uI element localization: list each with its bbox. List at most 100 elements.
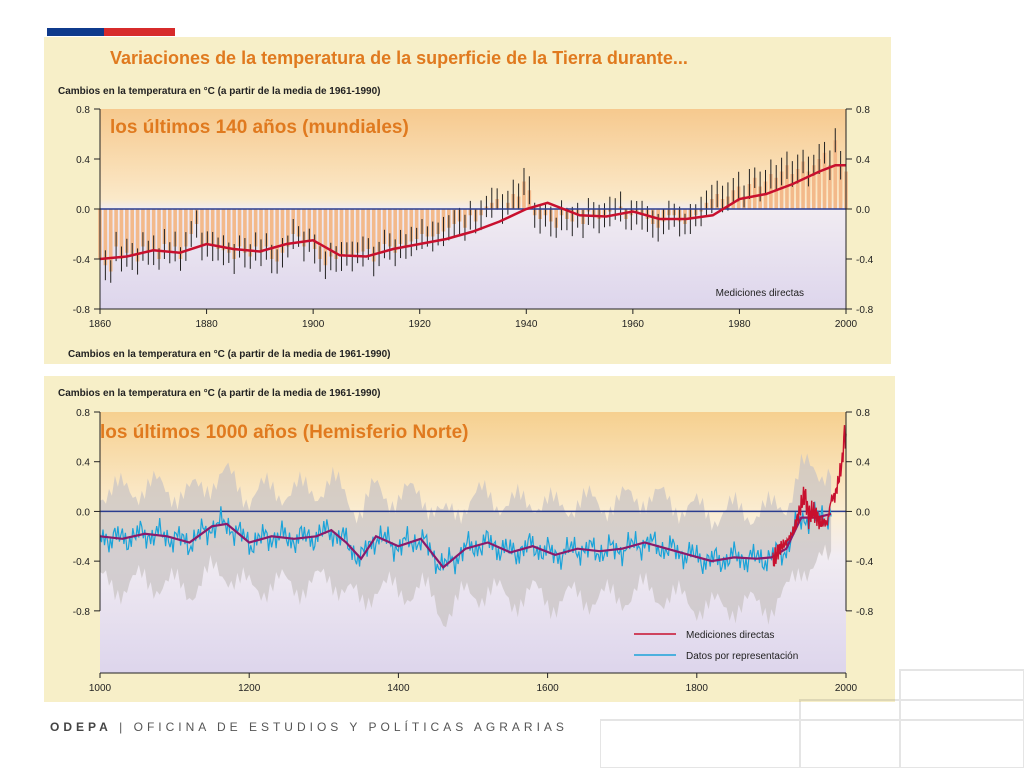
bar (790, 174, 795, 209)
y-tick-label-left: 0.8 (76, 408, 90, 419)
bar (151, 209, 156, 251)
bar (345, 209, 349, 254)
y-tick-label-right: 0.4 (856, 155, 870, 166)
y-tick-label-left: -0.8 (73, 607, 91, 618)
bar (307, 209, 312, 241)
y-tick-label-right: 0.8 (856, 408, 870, 419)
bar (259, 209, 263, 253)
y-tick-label-right: 0.0 (856, 507, 870, 518)
x-tick-label: 1400 (387, 683, 410, 694)
bar (398, 209, 403, 244)
bar (382, 209, 387, 244)
direct-series-line (772, 425, 847, 567)
y-tick-label-right: -0.8 (856, 607, 874, 618)
bar (339, 209, 344, 257)
smoothed-line (99, 164, 846, 261)
x-tick-label: 1800 (686, 683, 709, 694)
x-tick-label: 1940 (515, 319, 538, 330)
x-tick-label: 2000 (835, 319, 858, 330)
bar (355, 209, 360, 253)
footer-brand: ODEPA (50, 720, 112, 734)
bar (157, 209, 161, 259)
bar (795, 169, 800, 209)
bar (125, 209, 129, 253)
bar (806, 171, 811, 209)
slide-title: Variaciones de la temperatura de la supe… (110, 48, 688, 68)
chart1-ylabel-top: Cambios en la temperatura en °C (a parti… (58, 86, 381, 97)
bar (200, 209, 204, 247)
bar (779, 171, 784, 209)
bar (752, 177, 757, 209)
chart1-ylabel-bottom: Cambios en la temperatura en °C (a parti… (68, 349, 391, 360)
bar (286, 209, 290, 247)
y-tick-label-left: -0.8 (73, 305, 91, 316)
x-tick-label: 1000 (89, 683, 112, 694)
y-tick-label-left: 0.0 (76, 205, 90, 216)
uncertainty-band (100, 453, 832, 628)
bar (833, 140, 838, 209)
bar (811, 165, 816, 209)
x-tick-label: 1900 (302, 319, 325, 330)
bar (167, 209, 172, 253)
bar (425, 209, 430, 237)
bar (409, 209, 414, 242)
chart-title: los últimos 140 años (mundiales) (110, 117, 409, 138)
bar (774, 177, 779, 209)
flag-bar-red (104, 28, 175, 36)
footer-separator: | (119, 720, 127, 734)
bar (296, 209, 301, 237)
bar (436, 209, 440, 234)
bar (817, 159, 821, 209)
flag-bar-blue (47, 28, 104, 36)
y-tick-label-right: 0.0 (856, 205, 870, 216)
bar (522, 181, 526, 209)
x-tick-label: 1200 (238, 683, 261, 694)
footer-org: OFICINA DE ESTUDIOS Y POLÍTICAS AGRARIAS (133, 720, 568, 734)
bar (366, 209, 371, 249)
bar (838, 165, 843, 209)
chart-1000-years: los últimos 1000 años (Hemisferio Norte)… (73, 408, 874, 694)
bar (146, 209, 151, 253)
bar (264, 209, 269, 247)
legend-label-direct: Mediciones directas (686, 630, 774, 641)
bar (275, 209, 279, 262)
bar (334, 209, 338, 259)
x-tick-label: 1600 (536, 683, 559, 694)
bar (119, 209, 124, 259)
y-tick-label-right: -0.8 (856, 305, 874, 316)
legend-label: Mediciones directas (716, 288, 804, 299)
x-tick-label: 1980 (728, 319, 751, 330)
bar (141, 209, 145, 247)
bar (237, 209, 242, 247)
bar (130, 209, 135, 257)
bar (388, 209, 392, 247)
x-tick-label: 1880 (195, 319, 218, 330)
bar (178, 209, 183, 259)
bar (312, 209, 317, 249)
bar (253, 209, 258, 247)
bar (173, 209, 177, 247)
bar (414, 209, 419, 239)
bar (210, 209, 215, 247)
bar (828, 165, 832, 209)
x-tick-label: 1920 (409, 319, 432, 330)
bar (404, 209, 408, 247)
bar (318, 209, 322, 259)
y-tick-label-left: -0.4 (73, 255, 91, 266)
bar (221, 209, 226, 251)
footer: ODEPA | OFICINA DE ESTUDIOS Y POLÍTICAS … (50, 720, 568, 734)
bar (377, 209, 381, 254)
chart2-ylabel: Cambios en la temperatura en °C (a parti… (58, 388, 381, 399)
x-tick-label: 2000 (835, 683, 858, 694)
bar (248, 209, 253, 257)
legend-label-proxy: Datos por representación (686, 651, 798, 662)
y-tick-label-left: -0.4 (73, 557, 91, 568)
bar (371, 209, 376, 262)
x-tick-label: 1860 (89, 319, 112, 330)
bar (269, 209, 274, 259)
bar (243, 209, 247, 253)
bar (323, 209, 328, 266)
bar (822, 152, 827, 209)
bar (302, 209, 306, 247)
building-watermark (600, 669, 1024, 768)
